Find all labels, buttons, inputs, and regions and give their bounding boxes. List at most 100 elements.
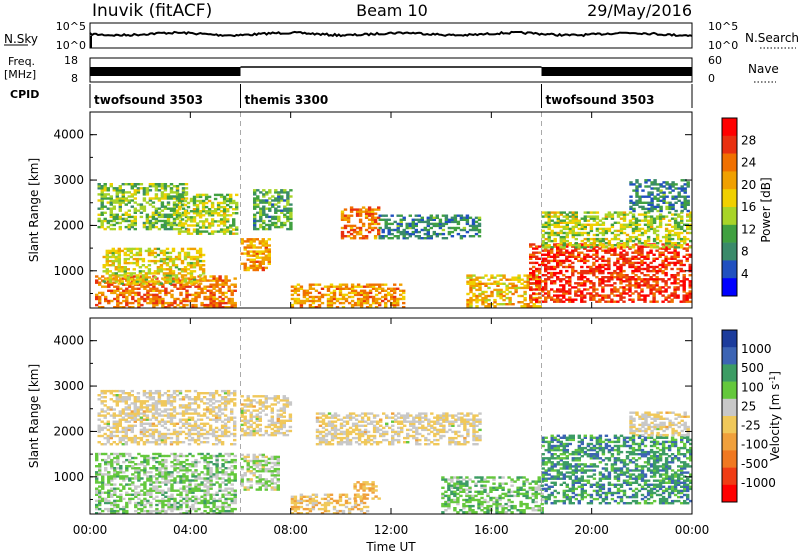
power-cells-cell — [175, 203, 180, 206]
velocity-cells-cell — [172, 410, 177, 413]
velocity-cells-cell — [104, 467, 108, 470]
power-cells-cell — [640, 294, 644, 297]
power-cells-cell — [556, 245, 560, 248]
power-cells-cell — [219, 222, 224, 225]
power-cells-cell — [547, 251, 551, 254]
power-cells-cell — [586, 288, 590, 291]
power-cells-cell — [402, 297, 406, 301]
velocity-cells-cell — [134, 475, 138, 478]
power-cells-cell — [571, 286, 575, 289]
power-cells-cell — [233, 277, 237, 280]
power-cells-cell — [343, 214, 348, 217]
power-cells-cell — [173, 301, 177, 305]
velocity-cells-cell — [95, 499, 99, 503]
power-cells-cell — [116, 299, 120, 303]
power-cells-cell — [625, 225, 630, 229]
velocity-cells-cell — [199, 434, 204, 438]
power-cells-cell — [350, 285, 355, 288]
velocity-cells-cell — [157, 396, 162, 399]
velocity-cells-cell — [103, 426, 107, 430]
velocity-cells-cell — [136, 443, 141, 446]
velocity-cells-cell — [127, 408, 131, 411]
power-cells-cell — [118, 203, 122, 206]
power-cells-cell — [625, 288, 629, 291]
power-cells-cell — [547, 267, 551, 271]
power-cells-cell — [97, 217, 101, 221]
power-cells-cell — [197, 295, 201, 299]
power-cells-cell — [580, 246, 584, 249]
power-cells-cell — [271, 223, 275, 227]
power-cells-cell — [122, 306, 126, 309]
power-cells-cell — [655, 229, 660, 233]
power-cells-cell — [148, 221, 153, 225]
velocity-cells-cell — [112, 430, 116, 434]
power-cells-cell — [175, 205, 180, 208]
power-cells-cell — [216, 193, 221, 197]
velocity-cells-cell — [149, 483, 153, 486]
power-cells-cell — [686, 223, 690, 226]
power-cells-cell — [160, 225, 165, 229]
power-cells-cell — [186, 205, 191, 209]
power-cells-cell — [580, 269, 584, 273]
power-cells-cell — [215, 301, 219, 305]
noise-left-label: N.Sky — [4, 32, 38, 46]
velocity-cells-cell — [134, 456, 138, 460]
power-cells-cell — [283, 215, 287, 219]
power-cells-cell — [610, 223, 615, 226]
power-cells-cell — [274, 207, 278, 210]
power-cells-cell — [670, 300, 674, 303]
power-cells-cell — [478, 276, 482, 279]
power-cells-cell — [194, 297, 198, 301]
velocity-cells-cell — [107, 481, 111, 484]
velocity-cells-cell — [121, 392, 125, 395]
power-cells-cell — [161, 297, 165, 301]
power-cells-cell — [154, 193, 159, 196]
power-cells-cell — [592, 263, 596, 267]
power-cells-cell — [535, 274, 539, 277]
power-cells-cell — [532, 247, 536, 250]
power-cells-cell — [613, 294, 617, 297]
power-cells-cell — [667, 233, 672, 237]
power-cells-cell — [680, 239, 684, 243]
velocity-cells-cell — [214, 426, 219, 430]
power-cells-cell — [547, 259, 551, 263]
velocity-cells-cell — [178, 398, 183, 401]
power-cells-cell — [256, 197, 260, 200]
power-cells-cell — [556, 221, 560, 224]
power-cells-cell — [670, 244, 675, 247]
power-cells-cell — [201, 224, 206, 227]
velocity-cells-cell — [124, 418, 128, 421]
velocity-cells-cell — [184, 426, 189, 430]
power-cells-cell — [438, 218, 443, 221]
power-cells-cell — [175, 217, 180, 221]
velocity-cells-cell — [124, 400, 128, 403]
power-cells-cell — [332, 289, 337, 292]
power-cells-cell — [207, 224, 212, 227]
power-cells-cell — [447, 226, 452, 230]
power-cells-cell — [118, 199, 122, 202]
power-cells-cell — [640, 284, 644, 287]
power-cells-cell — [378, 218, 382, 221]
power-cells-cell — [153, 272, 158, 275]
power-cells-cell — [115, 193, 119, 196]
velocity-cells-cell — [154, 402, 159, 405]
velocity-cells-cell — [142, 402, 147, 405]
velocity-cells-cell — [233, 392, 237, 395]
power-cells-cell — [583, 259, 587, 263]
power-cells-cell — [544, 274, 548, 277]
power-cells-cell — [133, 211, 137, 214]
velocity-cells-cell — [205, 392, 210, 395]
power-cells-cell — [592, 244, 597, 247]
power-cells-cell — [571, 219, 575, 222]
velocity-cells-cell — [208, 424, 213, 427]
power-cells-cell — [308, 303, 313, 307]
velocity-cells-cell — [110, 452, 114, 456]
power-cells-cell — [565, 235, 569, 239]
power-cells-cell — [163, 221, 168, 225]
velocity-cells-cell — [133, 406, 137, 409]
power-cells-cell — [487, 286, 491, 290]
velocity-cells-cell — [196, 443, 201, 446]
velocity-cells-cell — [163, 422, 168, 425]
power-cells-cell — [538, 276, 542, 279]
power-cells-cell — [139, 183, 144, 186]
